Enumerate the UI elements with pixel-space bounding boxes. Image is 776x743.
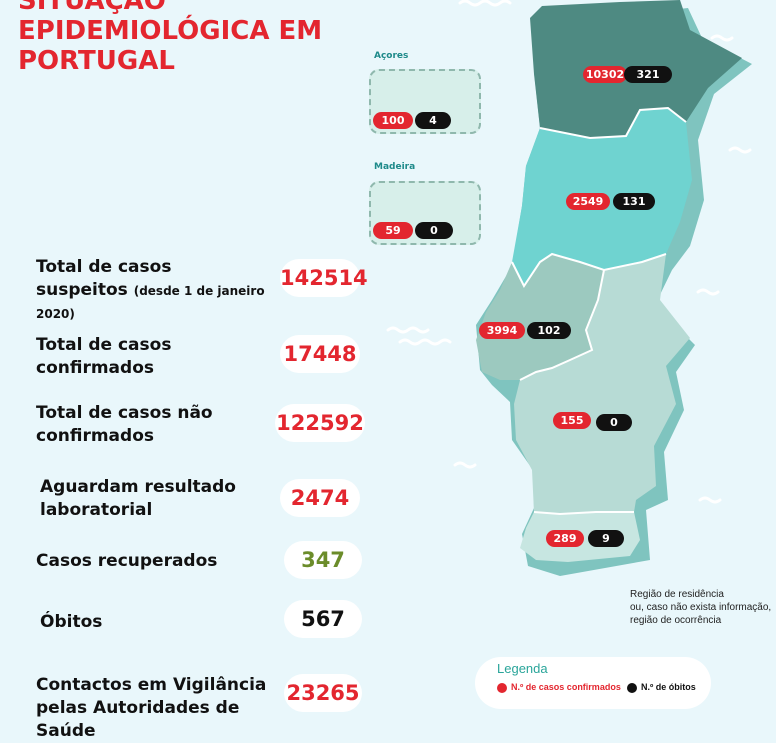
madeira-deaths-badge: 0 — [415, 222, 453, 239]
region-lisboa — [476, 254, 604, 380]
recovered-value: 347 — [284, 541, 362, 579]
centro-confirmed-badge: 2549 — [566, 193, 610, 210]
legend-title: Legenda — [497, 661, 548, 676]
confirmed-label-line1: Total de casos — [36, 335, 172, 355]
awaiting-label: Aguardam resultado laboratorial — [40, 476, 280, 522]
contacts-label: Contactos em Vigilância pelas Autoridade… — [36, 674, 286, 743]
awaiting-value: 2474 — [280, 479, 360, 517]
legend-deaths-label: N.º de óbitos — [641, 682, 696, 692]
algarve-deaths-badge: 9 — [588, 530, 624, 547]
suspected-label: Total de casos suspeitos (desde 1 de jan… — [36, 256, 276, 325]
contacts-value: 23265 — [284, 674, 362, 712]
acores-deaths-badge: 4 — [415, 112, 451, 129]
acores-label: Açores — [374, 51, 409, 61]
confirmed-dot-icon — [497, 682, 507, 693]
recovered-label: Casos recuperados — [36, 551, 218, 571]
title-line-2: EPIDEMIOLÓGICA EM — [18, 16, 323, 46]
confirmed-value: 17448 — [280, 335, 360, 373]
suspected-label-line2: suspeitos — [36, 280, 128, 300]
not-confirmed-label-line2: confirmados — [36, 426, 154, 446]
alentejo-deaths-badge: 0 — [596, 414, 632, 431]
legend-confirmed: N.º de casos confirmados — [497, 682, 621, 693]
suspected-label-line1: Total de casos — [36, 257, 172, 277]
legend-confirmed-label: N.º de casos confirmados — [511, 682, 621, 692]
madeira-confirmed-badge: 59 — [373, 222, 413, 239]
title-line-1: SITUAÇÃO — [18, 0, 166, 16]
page-title: SITUAÇÃO EPIDEMIOLÓGICA EM PORTUGAL — [18, 0, 322, 76]
centro-deaths-badge: 131 — [613, 193, 655, 210]
awaiting-label-line2: laboratorial — [40, 500, 153, 520]
suspected-value: 142514 — [280, 259, 368, 297]
algarve-confirmed-badge: 289 — [546, 530, 584, 547]
legend: Legenda N.º de casos confirmados N.º de … — [475, 657, 711, 709]
title-line-3: PORTUGAL — [18, 46, 175, 76]
alentejo-confirmed-badge: 155 — [553, 412, 591, 429]
not-confirmed-value: 122592 — [275, 404, 365, 442]
lisboa-confirmed-badge: 3994 — [479, 322, 525, 339]
norte-deaths-badge: 321 — [624, 66, 672, 83]
lisboa-deaths-badge: 102 — [527, 322, 571, 339]
footnote-line1: Região de residência — [630, 589, 724, 600]
region-footnote: Região de residência ou, caso não exista… — [630, 588, 776, 627]
deaths-value: 567 — [284, 600, 362, 638]
not-confirmed-label: Total de casos não confirmados — [36, 402, 276, 448]
region-alentejo — [514, 254, 690, 514]
region-borders — [511, 106, 687, 516]
confirmed-label: Total de casos confirmados — [36, 334, 276, 380]
footnote-line3: região de ocorrência — [630, 615, 722, 626]
not-confirmed-label-line1: Total de casos não — [36, 403, 213, 423]
contacts-label-line1: Contactos em Vigilância — [36, 675, 267, 695]
contacts-label-line2: pelas Autoridades de Saúde — [36, 698, 240, 741]
deaths-label: Óbitos — [40, 612, 103, 632]
legend-deaths: N.º de óbitos — [627, 682, 696, 693]
norte-confirmed-badge: 10302 — [583, 66, 627, 83]
suspected-note: (desde 1 de janeiro 2020) — [36, 284, 265, 321]
madeira-label: Madeira — [374, 162, 416, 172]
confirmed-label-line2: confirmados — [36, 358, 154, 378]
deaths-dot-icon — [627, 682, 637, 693]
acores-confirmed-badge: 100 — [373, 112, 413, 129]
awaiting-label-line1: Aguardam resultado — [40, 477, 236, 497]
footnote-line2: ou, caso não exista informação, — [630, 602, 772, 613]
